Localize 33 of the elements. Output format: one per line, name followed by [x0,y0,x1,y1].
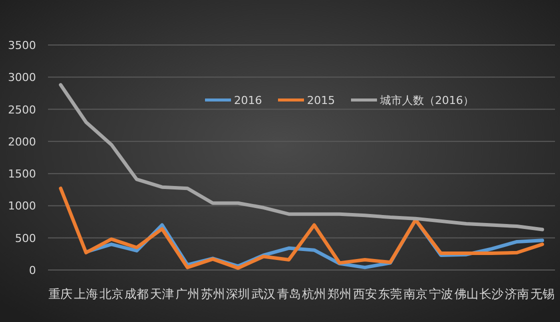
x-tick-label: 宁波 [428,287,453,301]
legend-label: 2015 [307,94,335,107]
legend-label: 2016 [234,94,262,107]
y-tick-label: 500 [15,232,36,245]
x-tick-label: 郑州 [328,287,352,301]
x-tick-label: 西安 [352,287,377,301]
x-tick-label: 苏州 [200,287,225,301]
x-tick-label: 北京 [99,287,124,301]
y-tick-label: 0 [29,264,36,277]
legend-label: 城市人数（2016） [379,94,474,107]
line-series [58,186,544,270]
y-tick-label: 2500 [8,103,36,116]
y-tick-label: 2000 [8,135,36,148]
x-tick-label: 成都 [124,287,149,301]
y-tick-label: 1000 [8,200,36,213]
x-tick-label: 青岛 [276,287,301,301]
x-tick-label: 南京 [404,287,428,301]
x-tick-label: 重庆 [48,287,73,301]
x-tick-label: 杭州 [301,287,326,301]
x-tick-label: 上海 [74,287,98,301]
x-tick-label: 无锡 [530,287,554,301]
x-tick-label: 东莞 [378,287,402,301]
y-tick-label: 1500 [8,168,36,181]
x-tick-label: 长沙 [480,287,504,301]
x-tick-label: 广州 [175,287,200,301]
y-tick-label: 3000 [8,71,36,84]
x-tick-label: 济南 [504,287,529,301]
x-tick-label: 佛山 [454,287,478,301]
x-tick-label: 深圳 [226,287,250,301]
line-series [58,83,544,232]
x-tick-label: 武汉 [251,287,276,301]
y-tick-label: 3500 [8,39,36,52]
x-tick-label: 天津 [150,287,174,301]
